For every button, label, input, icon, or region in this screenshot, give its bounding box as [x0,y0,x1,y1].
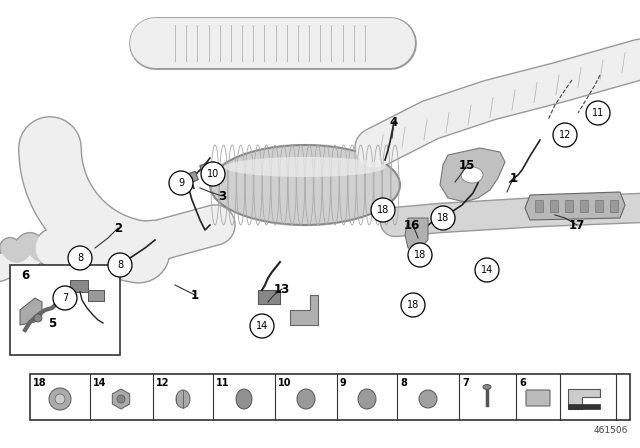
Text: 14: 14 [256,321,268,331]
Polygon shape [20,298,42,325]
Bar [70,280,88,292]
Text: 17: 17 [569,219,585,232]
Text: 18: 18 [414,250,426,260]
Circle shape [436,211,450,225]
Circle shape [117,395,125,403]
Circle shape [371,198,395,222]
Text: 3: 3 [218,190,226,202]
Text: 6: 6 [519,378,525,388]
Polygon shape [525,192,625,220]
Text: 18: 18 [437,213,449,223]
Circle shape [380,207,386,213]
Bar [30,374,630,420]
Text: 7: 7 [62,293,68,303]
Circle shape [410,302,416,308]
Text: 18: 18 [33,378,47,388]
Circle shape [34,314,42,322]
Text: 2: 2 [114,221,122,234]
Text: 10: 10 [207,169,219,179]
Polygon shape [568,404,600,409]
Ellipse shape [419,390,437,408]
Text: 16: 16 [404,219,420,232]
Bar [258,290,280,304]
Text: 12: 12 [559,130,571,140]
Ellipse shape [210,145,400,225]
Text: 6: 6 [21,268,29,281]
Polygon shape [405,218,428,248]
Circle shape [55,394,65,404]
Text: 13: 13 [274,283,290,296]
Circle shape [553,123,577,147]
Text: 9: 9 [178,178,184,188]
Ellipse shape [297,389,315,409]
Circle shape [169,171,193,195]
Circle shape [586,101,610,125]
Circle shape [108,253,132,277]
Bar [182,171,198,185]
Text: 15: 15 [459,159,475,172]
Text: 18: 18 [377,205,389,215]
Ellipse shape [236,389,252,409]
Circle shape [475,258,499,282]
Ellipse shape [224,157,386,177]
Ellipse shape [483,384,491,389]
Circle shape [431,206,455,230]
Text: 1: 1 [191,289,199,302]
Text: 5: 5 [48,316,56,329]
Text: 11: 11 [592,108,604,118]
Ellipse shape [358,389,376,409]
Text: 461506: 461506 [594,426,628,435]
Circle shape [68,246,92,270]
Text: 12: 12 [156,378,170,388]
Circle shape [408,243,432,267]
Text: 7: 7 [462,378,468,388]
Text: 14: 14 [481,265,493,275]
Polygon shape [440,148,505,202]
Bar [10,265,120,355]
Circle shape [417,252,423,258]
Circle shape [413,248,427,262]
Text: 9: 9 [340,378,347,388]
Text: 11: 11 [216,378,230,388]
Text: 14: 14 [93,378,106,388]
Ellipse shape [461,167,483,183]
Circle shape [376,203,390,217]
Circle shape [49,388,71,410]
Circle shape [406,298,420,312]
Polygon shape [568,389,600,409]
Text: 4: 4 [390,116,398,129]
Circle shape [250,314,274,338]
Bar [610,200,618,212]
Text: 8: 8 [77,253,83,263]
Circle shape [401,293,425,317]
Circle shape [440,215,446,221]
Ellipse shape [176,390,190,408]
Text: 18: 18 [407,300,419,310]
Polygon shape [113,389,130,409]
Polygon shape [290,295,318,325]
Text: 8: 8 [400,378,407,388]
Bar [88,290,104,301]
Text: 8: 8 [117,260,123,270]
Bar [565,200,573,212]
Text: 10: 10 [278,378,291,388]
Circle shape [53,286,77,310]
Bar [580,200,588,212]
Circle shape [201,162,225,186]
Bar [200,162,216,174]
FancyBboxPatch shape [526,390,550,406]
Bar [595,200,603,212]
Bar [550,200,558,212]
Text: 1: 1 [510,172,518,185]
Bar [535,200,543,212]
